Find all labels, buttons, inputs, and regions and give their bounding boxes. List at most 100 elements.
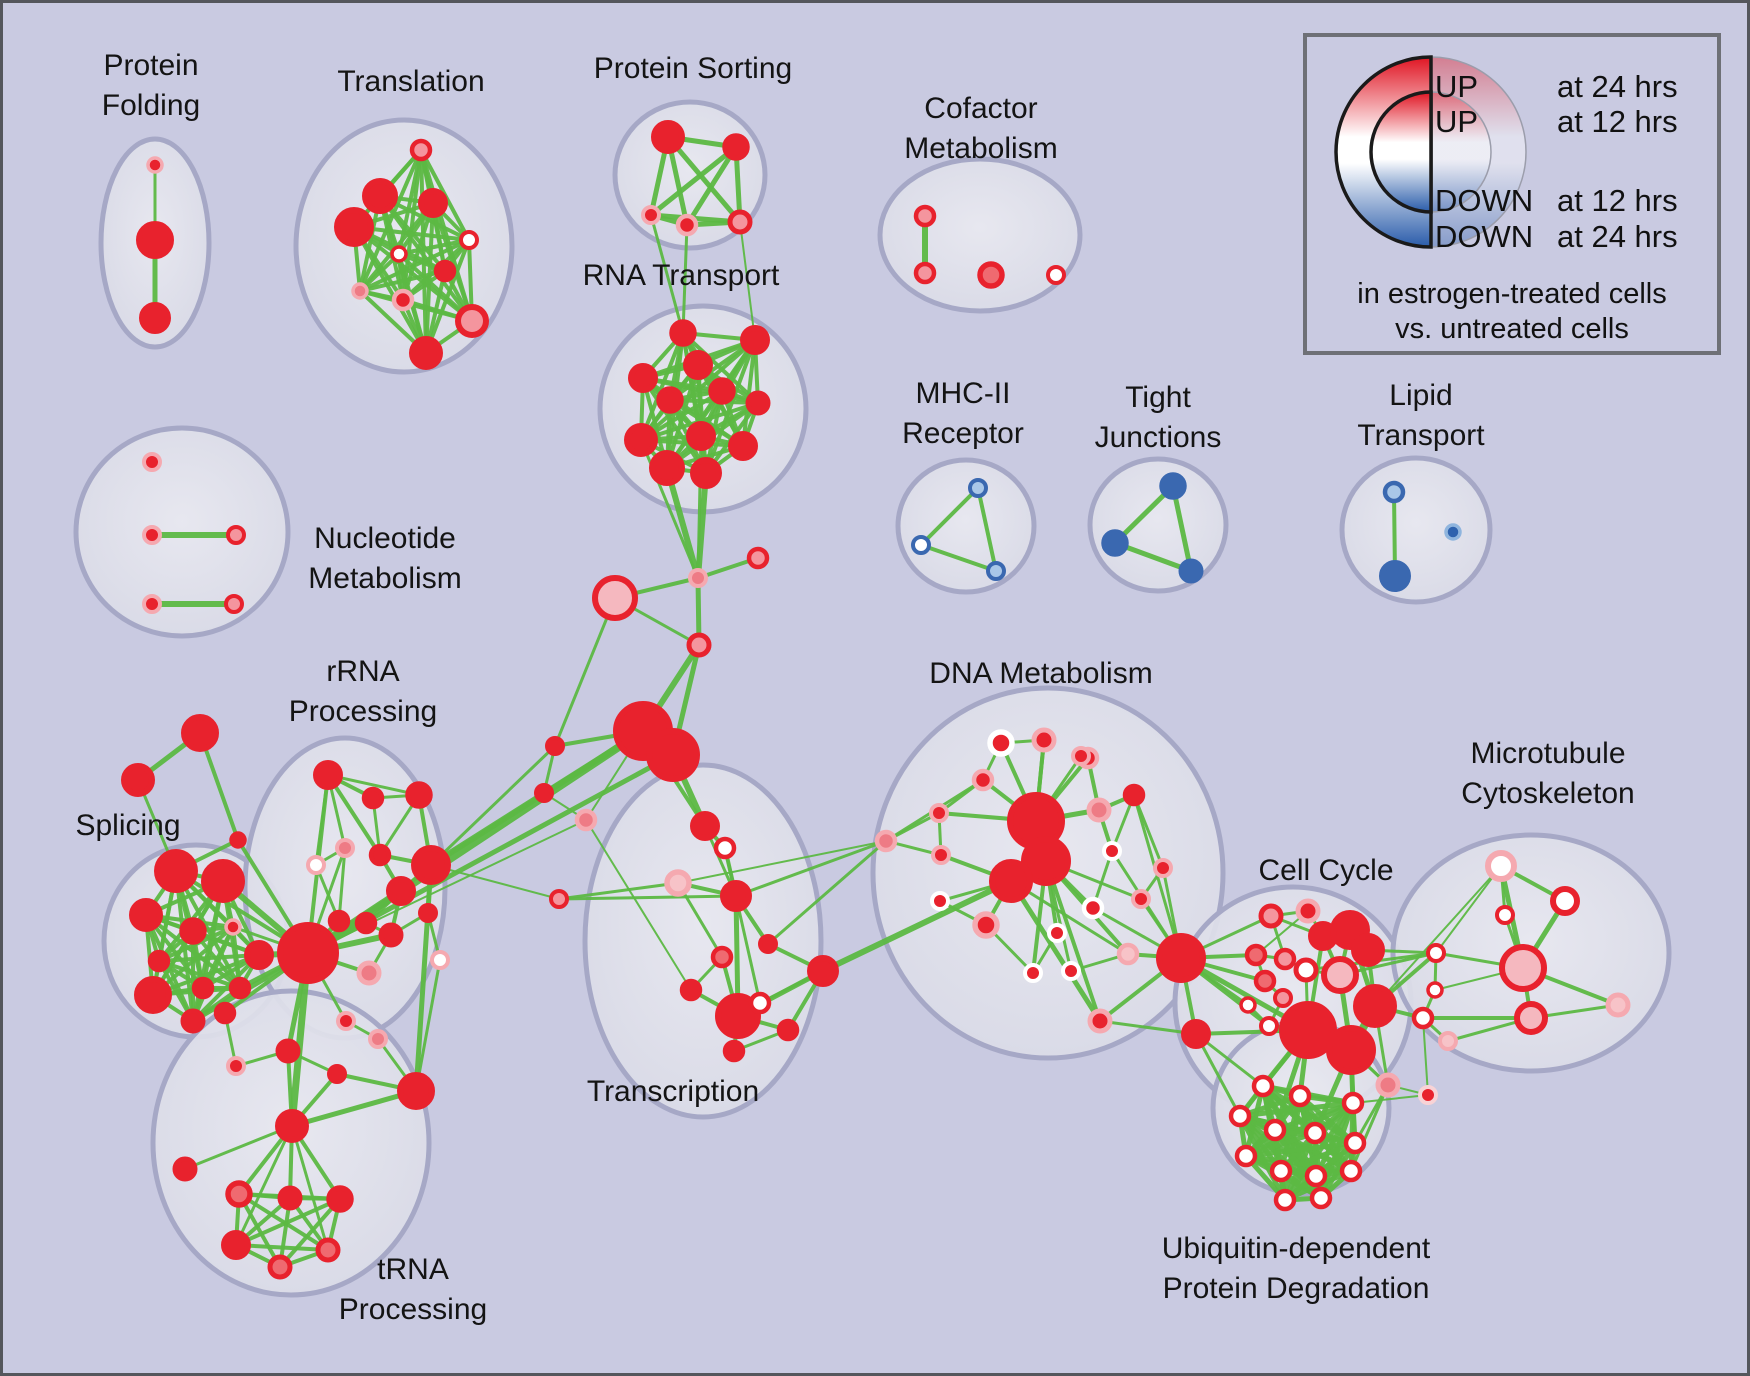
- node: [1514, 1001, 1548, 1035]
- node: [1086, 797, 1112, 823]
- node: [368, 843, 392, 867]
- edge: [429, 744, 557, 867]
- edge: [278, 1197, 342, 1269]
- node: [1273, 947, 1297, 971]
- legend-up24-time: at 24 hrs: [1557, 69, 1678, 104]
- node: [728, 431, 758, 461]
- node: [409, 138, 433, 162]
- edge: [1237, 1100, 1356, 1119]
- node: [549, 889, 569, 909]
- node: [1550, 886, 1580, 916]
- edge: [1194, 1032, 1242, 1118]
- node: [1309, 1186, 1333, 1210]
- edge: [1132, 793, 1183, 960]
- cluster-label-cell-cycle: Cell Cycle: [1258, 854, 1393, 887]
- edge: [557, 894, 738, 901]
- node: [277, 922, 339, 984]
- legend-down12-label: DOWN: [1435, 183, 1534, 218]
- node: [722, 133, 750, 161]
- edge: [234, 1243, 330, 1252]
- edge: [1374, 865, 1502, 1007]
- cluster-label-rna-transport: RNA Transport: [583, 259, 780, 292]
- node: [1279, 1001, 1337, 1059]
- legend-box: UP at 24 hrs UP at 12 hrs DOWN at 12 hrs…: [1303, 33, 1721, 355]
- node: [244, 940, 274, 970]
- node: [624, 423, 658, 457]
- node: [1353, 984, 1397, 1028]
- node: [592, 575, 638, 621]
- node: [977, 261, 1005, 289]
- cluster-label-rrna-processing: rRNA: [326, 655, 399, 688]
- node: [361, 786, 385, 810]
- node: [455, 304, 489, 338]
- node: [326, 1185, 354, 1213]
- node: [913, 261, 937, 285]
- node: [748, 991, 772, 1015]
- node: [354, 911, 378, 935]
- edge: [1278, 1140, 1358, 1174]
- node: [913, 204, 937, 228]
- node: [356, 960, 382, 986]
- node: [181, 714, 219, 752]
- node: [221, 1230, 251, 1260]
- edge: [183, 1124, 294, 1171]
- node: [142, 452, 162, 472]
- node: [986, 561, 1006, 581]
- edge: [639, 331, 685, 442]
- node: [327, 909, 351, 933]
- node: [213, 1001, 237, 1025]
- node: [267, 1254, 293, 1280]
- edge: [1044, 859, 1102, 1023]
- node: [191, 976, 215, 1000]
- node: [180, 1008, 206, 1034]
- cluster-label-lipid-transport: Transport: [1357, 419, 1485, 452]
- node: [154, 849, 198, 893]
- node: [129, 898, 163, 932]
- node: [1273, 1188, 1297, 1212]
- edge: [1008, 878, 1103, 1024]
- edge: [289, 1088, 419, 1129]
- node: [1253, 969, 1277, 993]
- node: [708, 377, 736, 405]
- edge: [314, 773, 330, 867]
- edge: [734, 839, 888, 898]
- cluster-label-cofactor-metabolism: Metabolism: [904, 132, 1057, 165]
- edge: [665, 134, 743, 225]
- cluster-label-protein-sorting: Protein Sorting: [594, 52, 792, 85]
- cluster-label-tight-junctions: Junctions: [1095, 421, 1222, 454]
- node: [1605, 992, 1631, 1018]
- node: [651, 120, 685, 154]
- node: [409, 336, 443, 370]
- edge: [741, 338, 757, 448]
- node: [690, 811, 720, 841]
- network-figure: Protein Folding Translation Protein Sorting…: [73, 49, 1672, 1326]
- node: [1375, 1072, 1401, 1098]
- node: [1288, 1084, 1312, 1108]
- node: [1379, 560, 1411, 592]
- node: [433, 259, 457, 283]
- node: [391, 288, 415, 312]
- edge: [664, 465, 701, 581]
- legend-up12-label: UP: [1435, 104, 1479, 139]
- node: [931, 845, 951, 865]
- legend-down12-time: at 12 hrs: [1557, 183, 1678, 218]
- node: [275, 1109, 309, 1143]
- node: [649, 450, 685, 486]
- edge: [723, 846, 762, 1005]
- node: [277, 1185, 303, 1211]
- node: [368, 1029, 388, 1049]
- node: [1131, 889, 1151, 909]
- cluster-label-mhc-ii-receptor: Receptor: [902, 417, 1024, 450]
- node: [1159, 472, 1187, 500]
- node: [1304, 1164, 1328, 1188]
- node: [1061, 961, 1081, 981]
- legend-down24-time: at 24 hrs: [1557, 219, 1678, 254]
- node: [646, 728, 700, 782]
- node: [641, 205, 661, 225]
- node: [1339, 1159, 1363, 1183]
- node: [386, 876, 416, 906]
- cluster-label-splicing: Splicing: [75, 809, 180, 842]
- node: [1239, 996, 1257, 1014]
- node: [1259, 1016, 1279, 1036]
- node: [1438, 1031, 1458, 1051]
